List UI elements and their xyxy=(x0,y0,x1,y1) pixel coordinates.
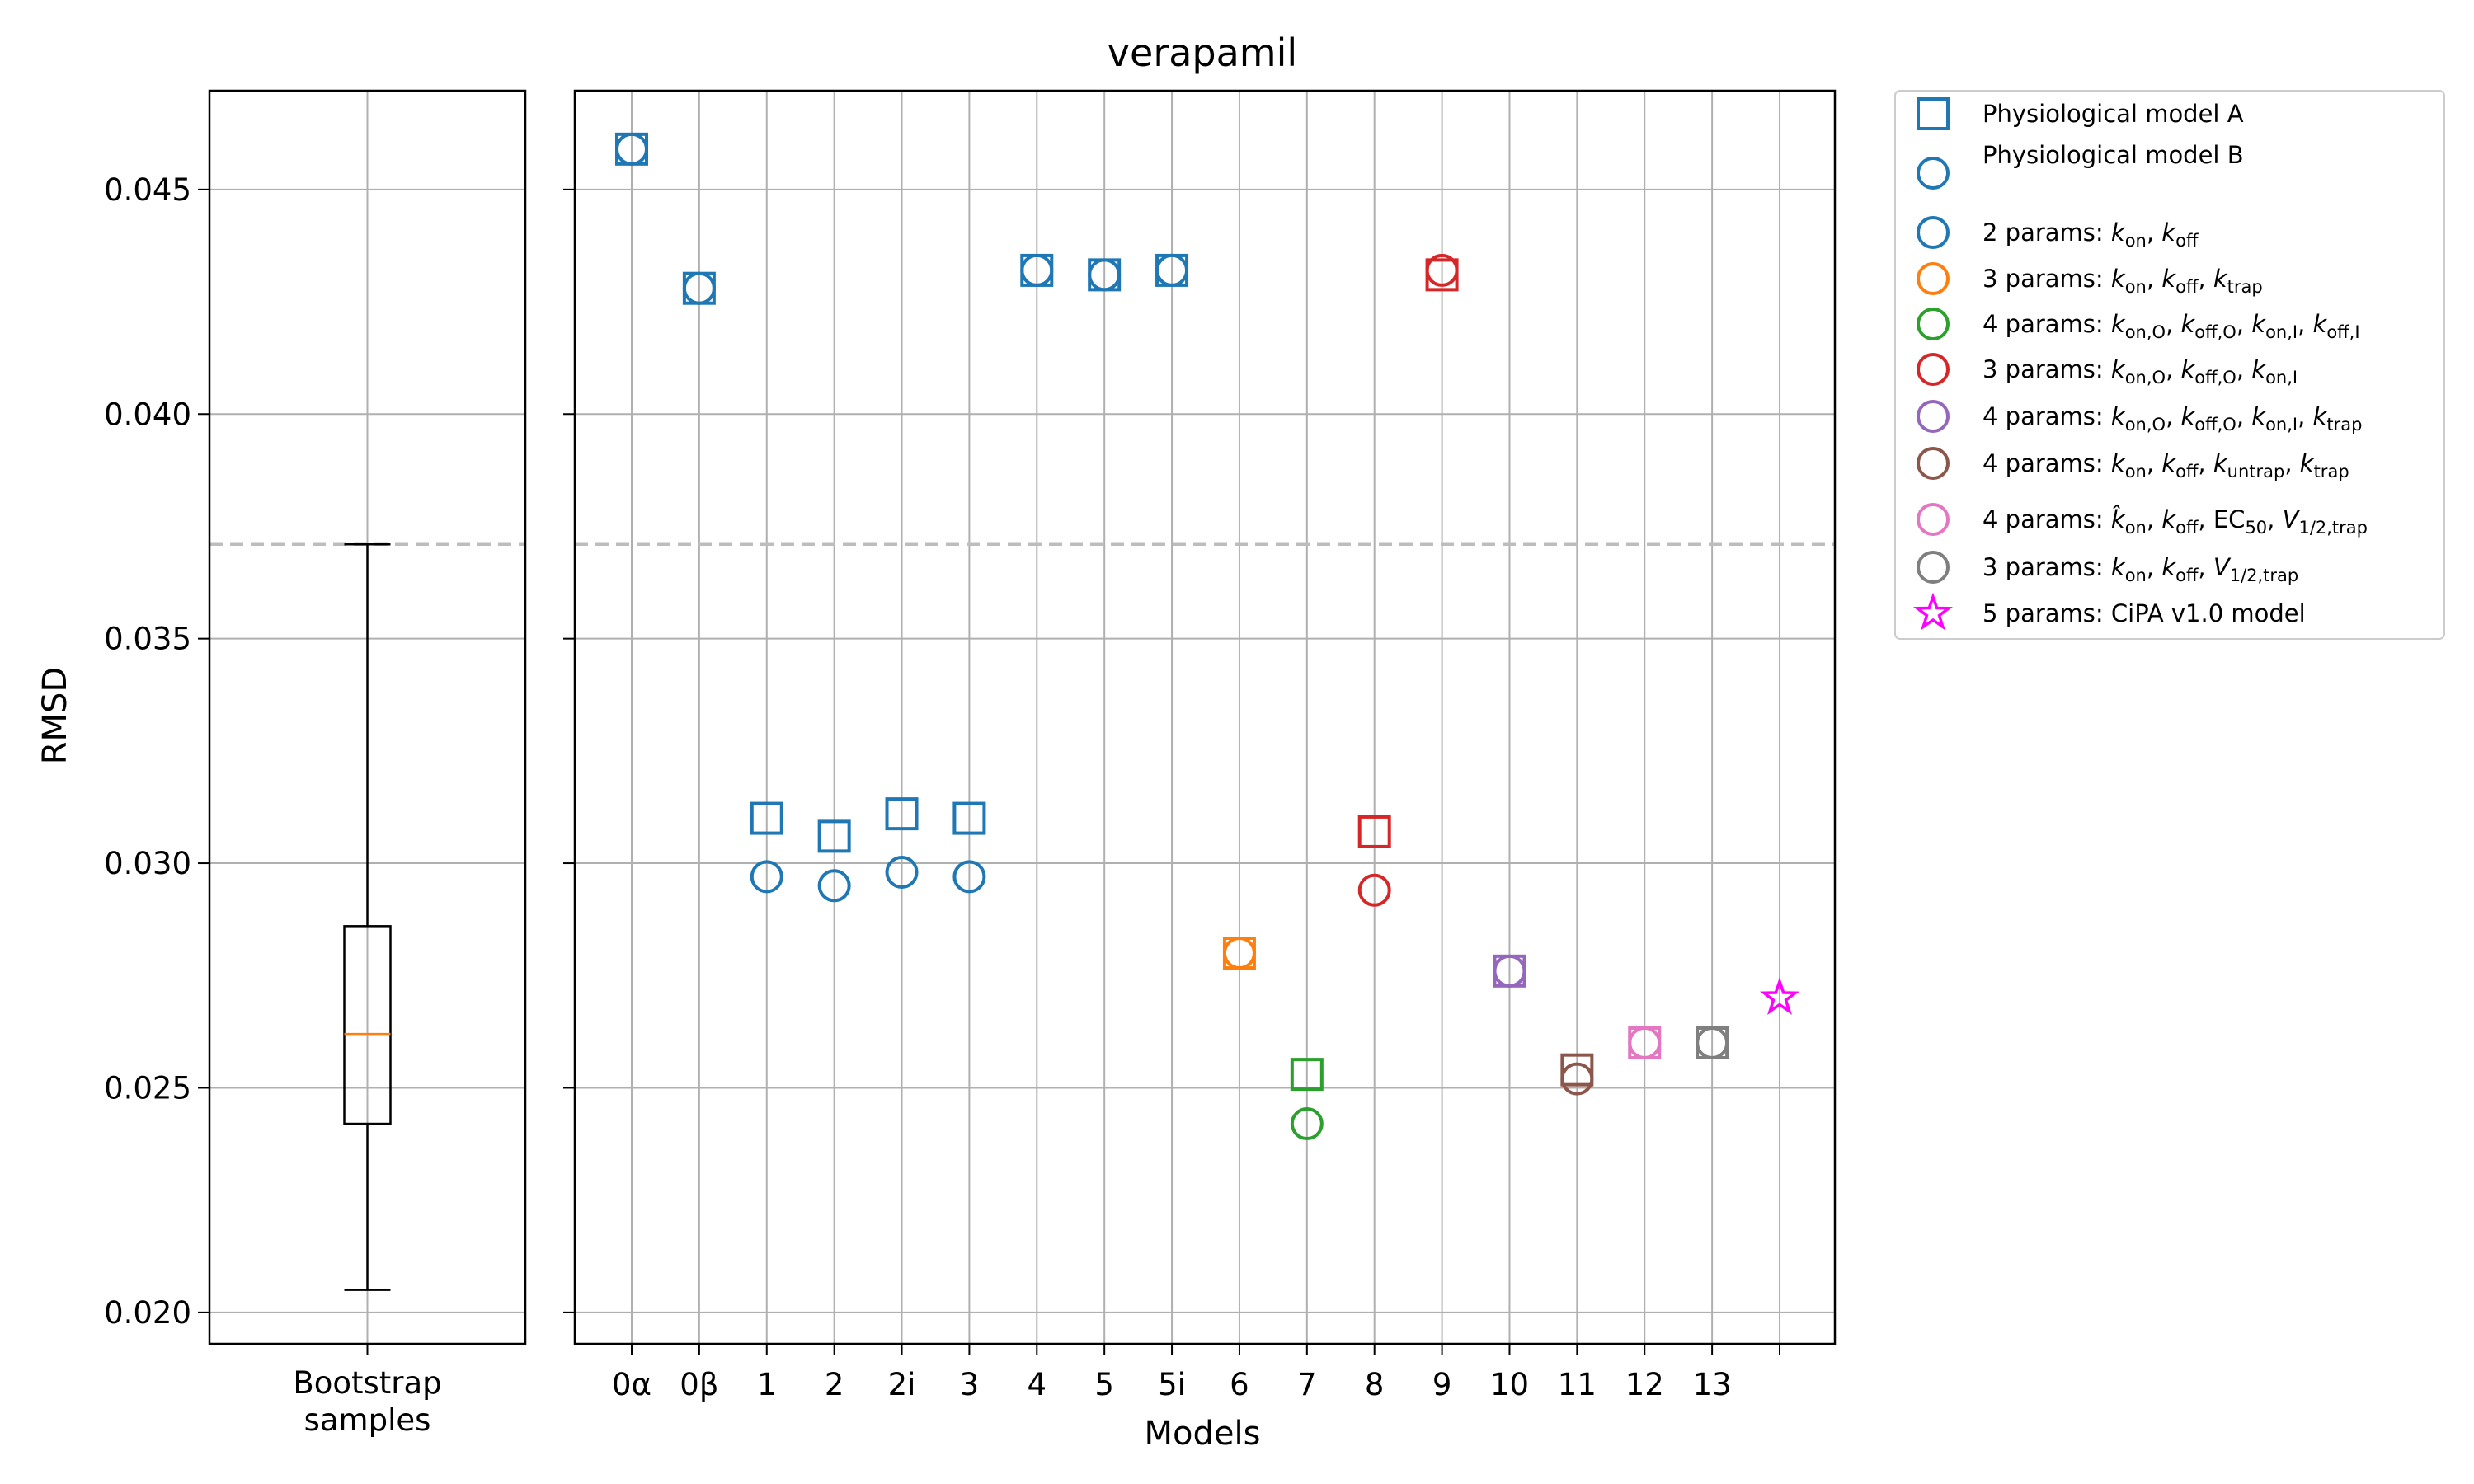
legend-marker-circle xyxy=(1917,447,1950,480)
legend-marker-star xyxy=(1912,592,1954,631)
x-tick-label: 7 xyxy=(1297,1367,1317,1402)
marker-model-b xyxy=(817,869,851,903)
marker-model-b xyxy=(750,860,783,894)
marker-model-b xyxy=(885,855,919,889)
x-tick-label: 2i xyxy=(888,1367,916,1402)
x-tick-label: 11 xyxy=(1558,1367,1597,1402)
marker-model-a xyxy=(1357,815,1391,848)
x-tick-label: 0α xyxy=(612,1367,651,1402)
x-tick-label: 6 xyxy=(1230,1367,1249,1402)
legend-label: 3 params: kon, koff, ktrap xyxy=(1982,265,2263,297)
marker-model-a xyxy=(1560,1053,1594,1087)
marker-model-b xyxy=(1493,954,1526,988)
y-tick-label: 0.045 xyxy=(104,172,191,208)
x-tick-label-bootstrap: Bootstrap xyxy=(293,1365,441,1401)
left-axes-frame xyxy=(208,89,527,1345)
marker-model-b xyxy=(1088,258,1122,292)
legend-marker-circle xyxy=(1917,308,1950,340)
y-axis-label: RMSD xyxy=(36,667,74,765)
x-tick-label: 1 xyxy=(757,1367,777,1402)
marker-model-a xyxy=(750,801,783,835)
legend-label: 3 params: kon,O, koff,O, kon,I xyxy=(1982,355,2298,387)
x-tick-label: 5i xyxy=(1158,1367,1186,1402)
marker-model-a xyxy=(885,797,919,831)
x-tick-label: 10 xyxy=(1490,1367,1529,1402)
legend-marker-circle xyxy=(1917,551,1950,584)
bootstrap-panel: 0.020 0.025 0.030 0.035 0.040 0.045 Bootstraps… xyxy=(104,89,527,1438)
marker-model-b xyxy=(682,271,716,305)
x-tick-label: 2 xyxy=(825,1367,844,1402)
marker-model-a xyxy=(952,801,986,835)
x-tick-label: 12 xyxy=(1625,1367,1664,1402)
legend: Physiological model A Physiological model… xyxy=(1894,90,2445,640)
x-tick-label-bootstrap: samples xyxy=(304,1402,431,1438)
x-tick-label: 9 xyxy=(1432,1367,1452,1402)
y-tick-label: 0.020 xyxy=(104,1295,191,1331)
models-panel: 0α 0β 1 2 2i 3 4 5 5i 6 7 8 9 10 11 12 13 xyxy=(563,89,1837,1402)
x-axis-label: Models xyxy=(1145,1415,1261,1453)
legend-label: 4 params: kon,O, koff,O, kon,I, ktrap xyxy=(1982,402,2362,434)
legend-frame xyxy=(1894,90,2445,640)
marker-model-a xyxy=(1290,1058,1324,1092)
legend-label: Physiological model A xyxy=(1982,100,2244,128)
chart-title: verapamil xyxy=(1108,31,1297,75)
right-axes-frame xyxy=(573,89,1837,1345)
marker-model-b xyxy=(1357,873,1391,907)
y-tick-label: 0.030 xyxy=(104,846,191,881)
legend-marker-square xyxy=(1917,97,1950,130)
legend-marker-circle xyxy=(1917,157,1950,190)
legend-marker-circle xyxy=(1917,216,1950,249)
x-tick-label: 5 xyxy=(1094,1367,1114,1402)
x-tick-label: 4 xyxy=(1028,1367,1047,1402)
x-tick-label: 3 xyxy=(960,1367,980,1402)
legend-label: 2 params: kon, koff xyxy=(1982,218,2199,251)
marker-model-b xyxy=(1696,1026,1729,1059)
marker-model-b xyxy=(615,132,648,166)
y-tick-label: 0.040 xyxy=(104,397,191,432)
legend-label: 4 params: kon,O, koff,O, kon,I, koff,I xyxy=(1982,310,2360,342)
marker-model-b xyxy=(1020,253,1054,287)
legend-label: 4 params: k̂on, koff, EC50, V1/2,trap xyxy=(1982,505,2368,538)
legend-marker-circle xyxy=(1917,353,1950,386)
y-tick-label: 0.025 xyxy=(104,1070,191,1106)
x-tick-label: 0β xyxy=(680,1367,718,1402)
marker-model-b xyxy=(1290,1107,1324,1141)
x-tick-label: 13 xyxy=(1693,1367,1732,1402)
legend-marker-circle xyxy=(1917,262,1950,295)
legend-label: Physiological model B xyxy=(1982,141,2244,169)
legend-label: 4 params: kon, koff, kuntrap, ktrap xyxy=(1982,449,2349,481)
marker-model-b xyxy=(952,860,986,894)
marker-model-b xyxy=(1155,253,1189,287)
marker-model-b xyxy=(1425,253,1459,287)
box xyxy=(343,925,392,1125)
x-tick-label: 8 xyxy=(1365,1367,1385,1402)
y-tick-label: 0.035 xyxy=(104,622,191,657)
legend-label: 5 params: CiPA v1.0 model xyxy=(1982,599,2306,627)
legend-marker-circle xyxy=(1917,400,1950,433)
marker-model-b xyxy=(1628,1026,1662,1059)
legend-label: 3 params: kon, koff, V1/2,trap xyxy=(1982,553,2298,585)
marker-cipa-star xyxy=(1759,977,1800,1016)
marker-model-b xyxy=(1222,937,1256,970)
marker-model-a xyxy=(817,819,851,853)
marker-model-b xyxy=(1560,1062,1594,1096)
legend-marker-circle xyxy=(1917,503,1950,536)
